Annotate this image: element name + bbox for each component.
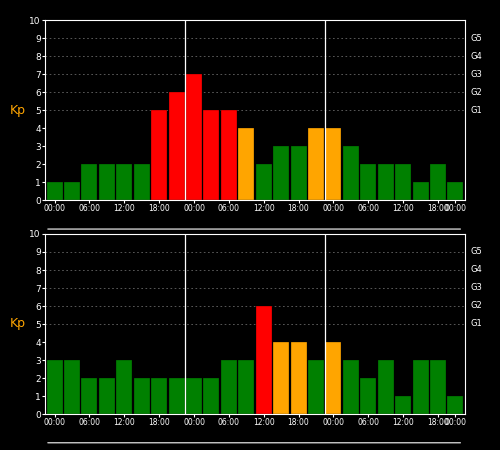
Bar: [46, 182, 62, 200]
Text: G1: G1: [470, 320, 482, 328]
Bar: [412, 360, 428, 414]
Text: 07.03.2016: 07.03.2016: [226, 240, 284, 250]
Bar: [360, 378, 376, 414]
Bar: [448, 182, 464, 200]
Bar: [430, 164, 446, 200]
Text: G5: G5: [470, 34, 482, 43]
Bar: [116, 360, 132, 414]
Bar: [430, 360, 446, 414]
Bar: [448, 396, 464, 414]
Y-axis label: Kp: Kp: [10, 104, 26, 117]
Bar: [134, 378, 150, 414]
Bar: [82, 378, 98, 414]
Text: 08.03.2016: 08.03.2016: [364, 240, 424, 250]
Bar: [273, 342, 289, 414]
Bar: [395, 396, 411, 414]
Bar: [151, 110, 167, 200]
Bar: [360, 164, 376, 200]
Text: G2: G2: [470, 302, 482, 310]
Bar: [343, 146, 359, 200]
Bar: [412, 182, 428, 200]
Bar: [99, 378, 115, 414]
Bar: [186, 378, 202, 414]
Text: G4: G4: [470, 52, 482, 61]
Bar: [99, 164, 115, 200]
Bar: [290, 146, 306, 200]
Bar: [82, 164, 98, 200]
Bar: [238, 128, 254, 200]
Text: G4: G4: [470, 266, 482, 274]
Bar: [221, 110, 237, 200]
Bar: [308, 360, 324, 414]
Text: G1: G1: [470, 106, 482, 115]
Bar: [204, 110, 220, 200]
Bar: [343, 360, 359, 414]
Bar: [221, 360, 237, 414]
Bar: [308, 128, 324, 200]
Bar: [378, 360, 394, 414]
Bar: [238, 360, 254, 414]
Bar: [326, 128, 342, 200]
Text: G3: G3: [470, 284, 482, 292]
Bar: [256, 306, 272, 414]
Text: G5: G5: [470, 248, 482, 256]
Bar: [186, 74, 202, 200]
Bar: [290, 342, 306, 414]
Bar: [256, 164, 272, 200]
Bar: [204, 378, 220, 414]
Bar: [326, 342, 342, 414]
Text: G3: G3: [470, 70, 482, 79]
Bar: [168, 378, 184, 414]
Text: Time (UT): Time (UT): [226, 283, 284, 296]
Bar: [64, 360, 80, 414]
Bar: [395, 164, 411, 200]
Bar: [64, 182, 80, 200]
Text: G2: G2: [470, 88, 482, 97]
Bar: [151, 378, 167, 414]
Y-axis label: Kp: Kp: [10, 318, 26, 330]
Bar: [378, 164, 394, 200]
Bar: [46, 360, 62, 414]
Text: 06.03.2016: 06.03.2016: [86, 240, 146, 250]
Bar: [134, 164, 150, 200]
Bar: [273, 146, 289, 200]
Bar: [168, 92, 184, 200]
Bar: [116, 164, 132, 200]
